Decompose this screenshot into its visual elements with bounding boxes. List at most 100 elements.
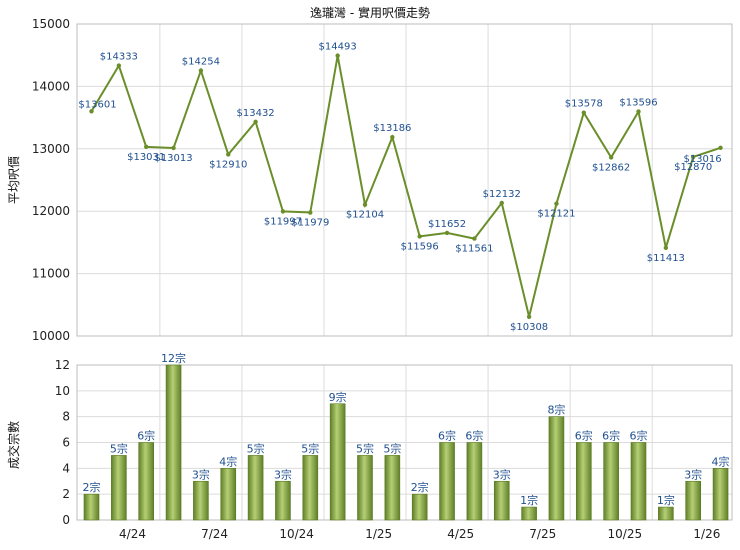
volume-bar-chart: 0 2 4 6 8 10 12 成交宗數 2宗 5宗 6宗 12宗 3宗 4宗 5宗 3宗 5宗 9宗 5宗 5宗… xyxy=(6,351,733,541)
volume-data-label: 9宗 xyxy=(329,390,347,404)
price-data-label: $13601 xyxy=(78,99,116,110)
price-point xyxy=(444,230,450,236)
volume-data-label: 5宗 xyxy=(383,441,401,455)
bar-y-tick-label: 0 xyxy=(62,513,70,527)
price-point xyxy=(718,145,723,151)
x-tick-label: 7/25 xyxy=(529,527,556,541)
price-point xyxy=(608,155,614,160)
bar-y-tick-label: 6 xyxy=(62,436,70,450)
price-point xyxy=(581,110,586,115)
price-data-label: $13596 xyxy=(619,98,657,109)
line-plot-frame xyxy=(76,23,733,337)
price-data-label: $12121 xyxy=(537,209,575,220)
volume-bars xyxy=(83,364,729,521)
price-point xyxy=(280,209,286,214)
volume-data-label: 5宗 xyxy=(110,441,128,455)
volume-data-label: 3宗 xyxy=(684,467,702,481)
x-tick-label: 7/24 xyxy=(201,527,228,541)
volume-data-label: 6宗 xyxy=(438,429,456,443)
volume-bar xyxy=(712,468,729,521)
price-point xyxy=(554,201,559,206)
price-data-label: $13016 xyxy=(683,154,721,165)
x-tick-label: 10/25 xyxy=(608,527,643,541)
x-tick-label: 4/25 xyxy=(447,527,474,541)
volume-data-label: 1宗 xyxy=(657,493,675,507)
volume-bar xyxy=(220,468,237,521)
volume-bar xyxy=(247,455,264,521)
volume-data-label: 6宗 xyxy=(575,429,593,443)
volume-bar xyxy=(466,442,483,521)
volume-data-label: 6宗 xyxy=(465,429,483,443)
volume-bar xyxy=(685,480,702,521)
price-line-chart: 逸瓏灣 - 實用呎價走勢 10000 11000 12000 13000 14000 15… xyxy=(7,5,733,343)
price-data-label: $11413 xyxy=(647,253,685,264)
volume-data-label: 5宗 xyxy=(247,441,265,455)
price-data-label: $10308 xyxy=(510,322,548,333)
price-data-label: $11979 xyxy=(291,218,329,229)
price-point xyxy=(335,53,340,58)
price-point xyxy=(362,202,368,207)
x-tick-label: 10/24 xyxy=(279,527,314,541)
volume-bar xyxy=(630,442,647,521)
bar-y-tick-label: 2 xyxy=(62,487,70,501)
price-point xyxy=(226,152,231,157)
line-y-tick-label: 13000 xyxy=(32,142,70,156)
bar-y-tick-label: 8 xyxy=(62,410,70,424)
price-data-label: $14493 xyxy=(319,42,357,53)
price-data-label: $11997 xyxy=(264,216,302,227)
x-tick-label: 1/25 xyxy=(365,527,392,541)
price-point xyxy=(116,63,122,68)
volume-data-label: 2宗 xyxy=(83,480,101,494)
volume-bar xyxy=(384,455,401,521)
price-point xyxy=(663,245,669,251)
price-data-label: $13013 xyxy=(154,153,192,164)
volume-data-label: 6宗 xyxy=(630,429,648,443)
volume-data-label: 3宗 xyxy=(192,467,210,481)
volume-data-label: 4宗 xyxy=(219,454,237,468)
volume-data-label: 5宗 xyxy=(356,441,374,455)
price-data-label: $12870 xyxy=(674,162,712,173)
price-point xyxy=(417,234,422,239)
price-point xyxy=(472,236,477,241)
price-data-label: $12132 xyxy=(483,189,521,200)
volume-bar xyxy=(357,455,373,521)
volume-data-label: 8宗 xyxy=(547,403,565,417)
volume-bar xyxy=(439,442,455,521)
price-data-label: $11652 xyxy=(428,219,466,230)
price-data-label: $11561 xyxy=(455,244,493,255)
line-y-tick-label: 12000 xyxy=(32,204,70,218)
price-data-label: $13578 xyxy=(565,99,603,110)
price-point xyxy=(253,119,258,125)
price-data-label: $11596 xyxy=(401,241,439,252)
x-tick-label: 4/24 xyxy=(119,527,146,541)
volume-bar xyxy=(548,416,565,521)
line-y-tick-label: 14000 xyxy=(32,79,70,93)
volume-data-label: 6宗 xyxy=(602,429,620,443)
volume-bar xyxy=(302,455,319,521)
price-data-label: $12104 xyxy=(346,210,384,221)
price-point xyxy=(198,68,204,73)
price-labels: $13601 $14333 $13031$13013 $14254 $12910 $134… xyxy=(78,42,721,333)
chart-title: 逸瓏灣 - 實用呎價走勢 xyxy=(310,5,430,20)
x-axis-ticks: 4/24 7/24 10/24 1/25 4/25 7/25 10/25 1/26 xyxy=(119,527,720,541)
price-data-label: $12862 xyxy=(592,162,630,173)
volume-bar xyxy=(193,480,209,521)
volume-bar xyxy=(521,506,537,521)
price-data-label: $13186 xyxy=(373,123,411,134)
price-data-label: $13432 xyxy=(237,108,275,119)
volume-data-label: 4宗 xyxy=(712,454,730,468)
bar-y-tick-label: 4 xyxy=(62,461,70,475)
volume-bar xyxy=(138,442,154,521)
volume-labels: 2宗 5宗 6宗 12宗 3宗 4宗 5宗 3宗 5宗 9宗 5宗 5宗 2宗 6宗 6宗 3宗 1宗 8宗 6宗 6… xyxy=(83,351,730,507)
x-tick-label: 1/26 xyxy=(693,527,720,541)
volume-data-label: 3宗 xyxy=(493,467,511,481)
line-y-tick-label: 15000 xyxy=(32,17,70,31)
price-data-label: $14333 xyxy=(100,52,138,63)
volume-bar xyxy=(658,506,674,521)
line-y-tick-label: 10000 xyxy=(32,329,70,343)
price-points xyxy=(89,53,723,319)
price-point xyxy=(636,109,641,114)
volume-data-label: 2宗 xyxy=(411,480,429,494)
volume-bar xyxy=(83,493,100,521)
